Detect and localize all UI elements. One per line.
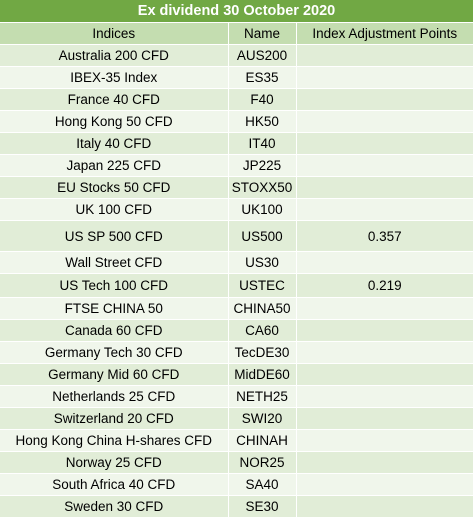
adjustment-cell xyxy=(296,133,473,155)
index-cell: Switzerland 20 CFD xyxy=(0,408,228,430)
table-row: Norway 25 CFD NOR25 xyxy=(0,452,473,474)
index-cell: US Tech 100 CFD xyxy=(0,274,228,298)
symbol-cell: UK100 xyxy=(228,199,296,221)
index-cell: Hong Kong 50 CFD xyxy=(0,111,228,133)
table-row: FTSE CHINA 50 CHINA50 xyxy=(0,298,473,320)
adjustment-cell xyxy=(296,474,473,496)
adjustment-cell: 0.219 xyxy=(296,274,473,298)
symbol-cell: USTEC xyxy=(228,274,296,298)
table-row: Netherlands 25 CFD NETH25 xyxy=(0,386,473,408)
adjustment-cell xyxy=(296,111,473,133)
index-cell: UK 100 CFD xyxy=(0,199,228,221)
table-row: Australia 200 CFD AUS200 xyxy=(0,45,473,67)
table-row: IBEX-35 Index ES35 xyxy=(0,67,473,89)
adjustment-cell xyxy=(296,386,473,408)
index-cell: Wall Street CFD xyxy=(0,252,228,274)
index-cell: EU Stocks 50 CFD xyxy=(0,177,228,199)
adjustment-cell xyxy=(296,452,473,474)
index-cell: IBEX-35 Index xyxy=(0,67,228,89)
index-cell: Norway 25 CFD xyxy=(0,452,228,474)
index-cell: Japan 225 CFD xyxy=(0,155,228,177)
table-row: UK 100 CFD UK100 xyxy=(0,199,473,221)
symbol-cell: SE30 xyxy=(228,496,296,518)
adjustment-cell xyxy=(296,408,473,430)
table-header-row: Indices Name Index Adjustment Points xyxy=(0,23,473,45)
symbol-cell: US500 xyxy=(228,221,296,252)
symbol-cell: SWI20 xyxy=(228,408,296,430)
adjustment-cell xyxy=(296,89,473,111)
index-cell: Australia 200 CFD xyxy=(0,45,228,67)
adjustment-cell xyxy=(296,342,473,364)
symbol-cell: SA40 xyxy=(228,474,296,496)
symbol-cell: TecDE30 xyxy=(228,342,296,364)
table-row: EU Stocks 50 CFD STOXX50 xyxy=(0,177,473,199)
symbol-cell: STOXX50 xyxy=(228,177,296,199)
table-row: Germany Tech 30 CFD TecDE30 xyxy=(0,342,473,364)
symbol-cell: NOR25 xyxy=(228,452,296,474)
index-cell: US SP 500 CFD xyxy=(0,221,228,252)
table-row: France 40 CFD F40 xyxy=(0,89,473,111)
symbol-cell: MidDE60 xyxy=(228,364,296,386)
index-cell: Netherlands 25 CFD xyxy=(0,386,228,408)
adjustment-cell xyxy=(296,430,473,452)
symbol-cell: ES35 xyxy=(228,67,296,89)
symbol-cell: CA60 xyxy=(228,320,296,342)
column-header-indices: Indices xyxy=(0,23,228,45)
column-header-adjustment-points: Index Adjustment Points xyxy=(296,23,473,45)
adjustment-cell xyxy=(296,364,473,386)
table-row: Sweden 30 CFD SE30 xyxy=(0,496,473,518)
table-title-row: Ex dividend 30 October 2020 xyxy=(0,0,473,23)
adjustment-cell xyxy=(296,155,473,177)
table-row: South Africa 40 CFD SA40 xyxy=(0,474,473,496)
adjustment-cell xyxy=(296,252,473,274)
index-cell: FTSE CHINA 50 xyxy=(0,298,228,320)
symbol-cell: NETH25 xyxy=(228,386,296,408)
symbol-cell: CHINA50 xyxy=(228,298,296,320)
adjustment-cell: 0.357 xyxy=(296,221,473,252)
adjustment-cell xyxy=(296,67,473,89)
table-row: Germany Mid 60 CFD MidDE60 xyxy=(0,364,473,386)
symbol-cell: IT40 xyxy=(228,133,296,155)
table-title: Ex dividend 30 October 2020 xyxy=(0,0,473,23)
table-row: Italy 40 CFD IT40 xyxy=(0,133,473,155)
table-row: US Tech 100 CFD USTEC 0.219 xyxy=(0,274,473,298)
index-cell: Italy 40 CFD xyxy=(0,133,228,155)
adjustment-cell xyxy=(296,45,473,67)
adjustment-cell xyxy=(296,320,473,342)
index-cell: Germany Mid 60 CFD xyxy=(0,364,228,386)
symbol-cell: HK50 xyxy=(228,111,296,133)
index-cell: Sweden 30 CFD xyxy=(0,496,228,518)
index-cell: Germany Tech 30 CFD xyxy=(0,342,228,364)
table-row: Switzerland 20 CFD SWI20 xyxy=(0,408,473,430)
adjustment-cell xyxy=(296,199,473,221)
index-cell: Hong Kong China H-shares CFD xyxy=(0,430,228,452)
column-header-name: Name xyxy=(228,23,296,45)
adjustment-cell xyxy=(296,496,473,518)
symbol-cell: JP225 xyxy=(228,155,296,177)
table-row: Wall Street CFD US30 xyxy=(0,252,473,274)
table-row: Japan 225 CFD JP225 xyxy=(0,155,473,177)
table-row: Hong Kong 50 CFD HK50 xyxy=(0,111,473,133)
table-row: Canada 60 CFD CA60 xyxy=(0,320,473,342)
adjustment-cell xyxy=(296,298,473,320)
table-row: Hong Kong China H-shares CFD CHINAH xyxy=(0,430,473,452)
symbol-cell: CHINAH xyxy=(228,430,296,452)
symbol-cell: AUS200 xyxy=(228,45,296,67)
index-cell: France 40 CFD xyxy=(0,89,228,111)
symbol-cell: US30 xyxy=(228,252,296,274)
symbol-cell: F40 xyxy=(228,89,296,111)
table-row: US SP 500 CFD US500 0.357 xyxy=(0,221,473,252)
index-cell: Canada 60 CFD xyxy=(0,320,228,342)
adjustment-cell xyxy=(296,177,473,199)
index-cell: South Africa 40 CFD xyxy=(0,474,228,496)
